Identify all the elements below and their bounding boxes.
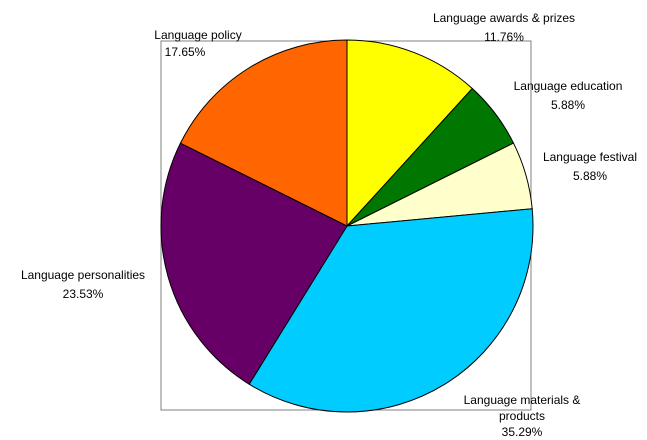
slice-percent-label: 11.76% [484,30,524,44]
slice-label: Language personalities [21,268,145,282]
slice-percent-label: 5.88% [551,98,585,112]
slice-label: Language awards & prizes [433,11,575,25]
slice-label: products [499,409,545,423]
slice-percent-label: 5.88% [573,169,607,183]
slice-percent-label: 35.29% [502,425,543,439]
pie-slice [248,208,534,413]
pie-slices [160,39,534,413]
slice-label: Language materials & [464,393,581,407]
slice-percent-label: 17.65% [165,45,206,59]
pie-slice [346,39,473,228]
pie-slice [179,39,348,227]
slice-label: Language festival [543,150,637,164]
slice-labels: Language awards & prizes 11.76% Language e… [21,11,637,439]
slice-label: Language education [514,79,623,93]
slice-percent-label: 23.53% [63,287,104,301]
slice-label: Language policy [154,28,241,42]
